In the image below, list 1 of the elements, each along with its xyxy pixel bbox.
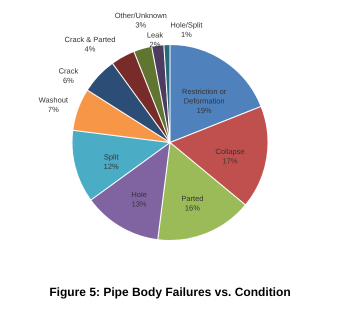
text: Figure 5: Pipe Body Failures vs. Condition [49,285,291,299]
